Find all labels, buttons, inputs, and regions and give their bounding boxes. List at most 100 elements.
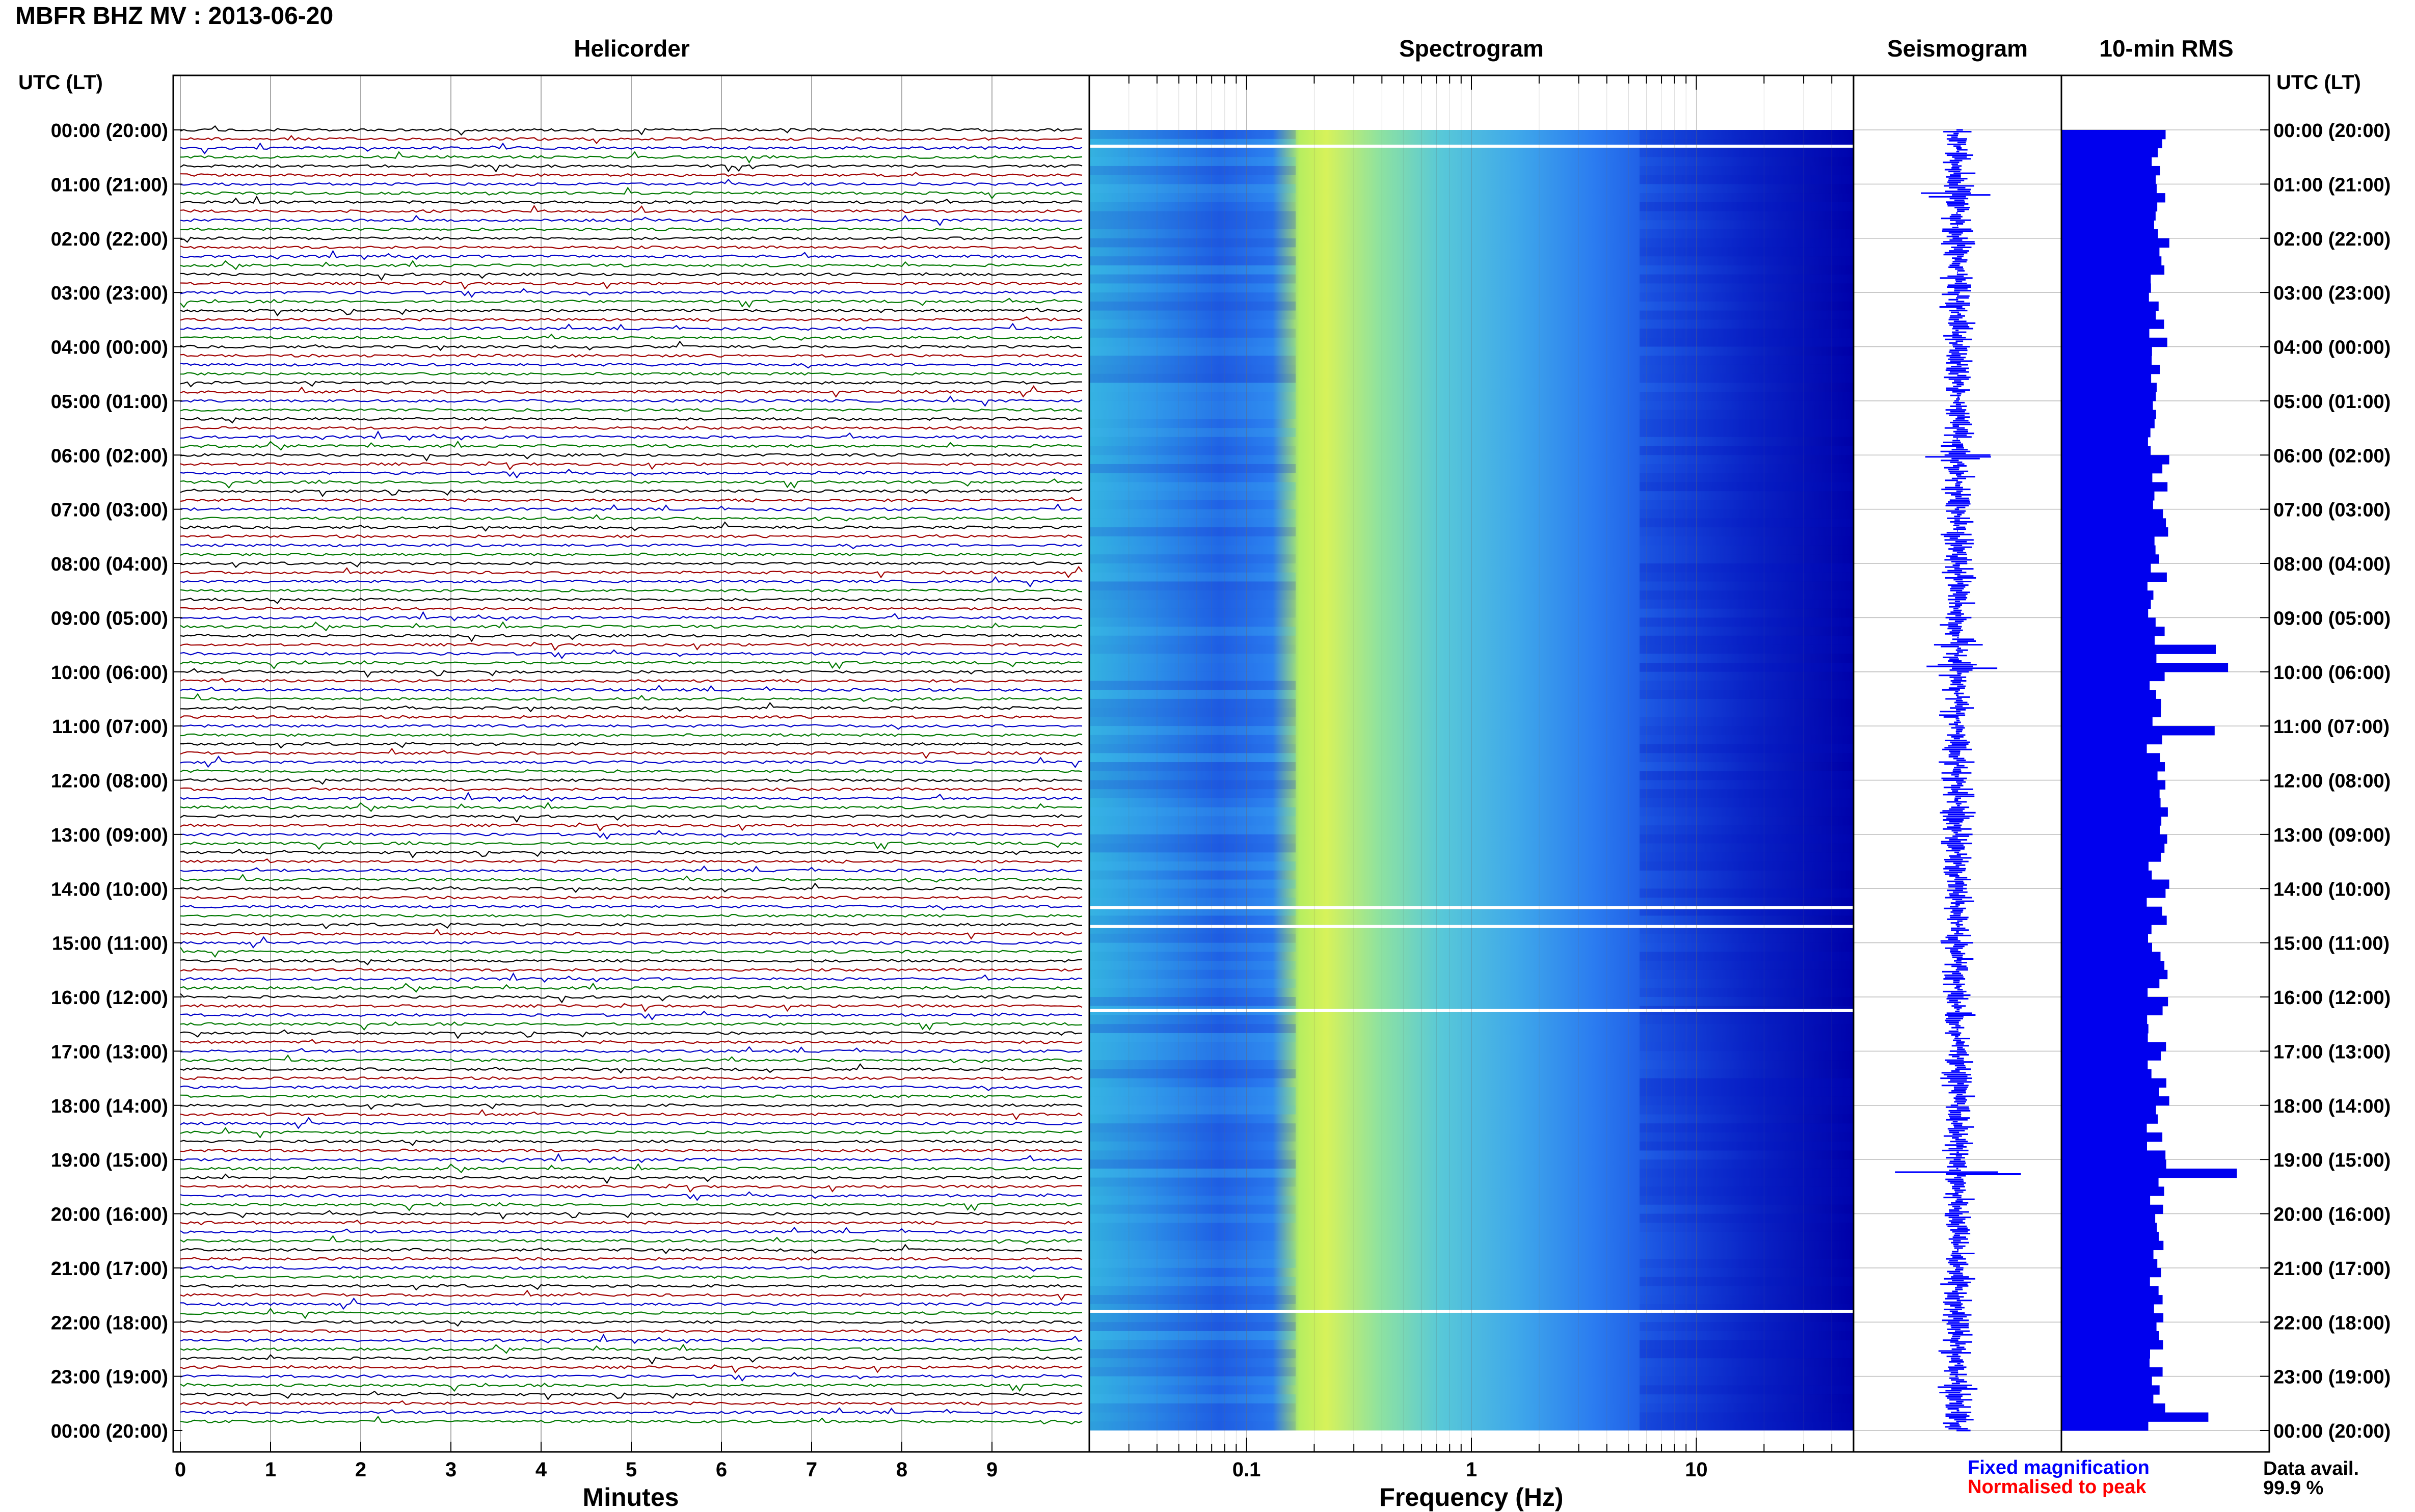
left-time-tick-label: 08:00 (04:00) xyxy=(51,554,168,575)
spectrogram-x-label: Frequency (Hz) xyxy=(1379,1483,1564,1511)
rms-title: 10-min RMS xyxy=(2099,35,2234,62)
left-time-tick-label: 13:00 (09:00) xyxy=(51,825,168,846)
rms-bar xyxy=(2061,1349,2150,1359)
rms-bar xyxy=(2061,383,2157,392)
rms-bar xyxy=(2061,942,2152,952)
right-time-tick-label: 12:00 (08:00) xyxy=(2273,771,2391,792)
rms-bar xyxy=(2061,130,2166,140)
rms-bar xyxy=(2061,1223,2157,1232)
left-time-tick-label: 11:00 (07:00) xyxy=(52,716,168,738)
helicorder-x-tick-label: 5 xyxy=(626,1459,637,1481)
spectrogram-x-tick-label: 1 xyxy=(1466,1459,1477,1481)
rms-bar xyxy=(2061,843,2165,853)
rms-bar xyxy=(2061,229,2158,239)
spectrogram-x-tick-label: 10 xyxy=(1685,1459,1708,1481)
rms-bar xyxy=(2061,527,2168,537)
helicorder-x-tick-label: 6 xyxy=(716,1459,727,1481)
rms-bar xyxy=(2061,1295,2163,1305)
rms-bar xyxy=(2061,870,2152,880)
rms-bar xyxy=(2061,1267,2161,1278)
data-availability-value: 99.9 % xyxy=(2263,1477,2324,1499)
left-time-tick-label: 12:00 (08:00) xyxy=(51,771,168,792)
rms-bar xyxy=(2061,572,2167,582)
helicorder-traces xyxy=(180,125,1083,1425)
right-time-tick-label: 21:00 (17:00) xyxy=(2273,1258,2391,1280)
rms-bar xyxy=(2061,473,2153,483)
rms-bar xyxy=(2061,581,2148,591)
rms-bar xyxy=(2061,807,2168,817)
right-time-tick-label: 22:00 (18:00) xyxy=(2273,1312,2391,1334)
rms-bar xyxy=(2061,211,2156,221)
rms-bar xyxy=(2061,518,2166,528)
rms-bar xyxy=(2061,671,2165,682)
rms-bar xyxy=(2061,771,2158,781)
rms-bar xyxy=(2061,482,2168,492)
rms-bar xyxy=(2061,419,2155,428)
right-time-tick-label: 16:00 (12:00) xyxy=(2273,987,2391,1009)
rms-bar xyxy=(2061,410,2156,419)
rms-bar xyxy=(2061,1213,2156,1223)
rms-bar xyxy=(2061,247,2160,257)
rms-bar xyxy=(2061,536,2155,546)
spectrogram-texture xyxy=(1089,130,1854,1430)
rms-bar xyxy=(2061,897,2147,907)
rms-bar xyxy=(2061,1259,2158,1268)
rms-bar xyxy=(2061,608,2149,618)
rms-bar xyxy=(2061,1421,2149,1431)
left-time-tick-label: 04:00 (00:00) xyxy=(51,337,168,359)
rms-bar xyxy=(2061,1114,2158,1124)
right-time-tick-label: 14:00 (10:00) xyxy=(2273,879,2391,900)
rms-bar xyxy=(2061,1042,2166,1051)
rms-bar xyxy=(2061,979,2160,988)
rms-bar xyxy=(2061,392,2156,401)
rms-bar xyxy=(2061,816,2162,826)
rms-bar xyxy=(2061,798,2161,808)
right-time-tick-label: 18:00 (14:00) xyxy=(2273,1096,2391,1117)
rms-bar xyxy=(2061,563,2151,573)
right-time-tick-label: 08:00 (04:00) xyxy=(2273,554,2391,575)
rms-bar xyxy=(2061,1123,2147,1133)
rms-bar xyxy=(2061,726,2215,736)
rms-bar xyxy=(2061,1394,2154,1404)
rms-bar xyxy=(2061,184,2157,194)
left-time-axis-label: UTC (LT) xyxy=(18,71,103,94)
rms-bar xyxy=(2061,1358,2150,1368)
rms-bar xyxy=(2061,283,2151,293)
rms-bar xyxy=(2061,554,2159,564)
left-time-tick-label: 01:00 (21:00) xyxy=(51,174,168,196)
rms-bar xyxy=(2061,202,2158,212)
rms-bar xyxy=(2061,193,2165,203)
rms-bar xyxy=(2061,428,2151,438)
rms-bar xyxy=(2061,545,2156,555)
rms-bar xyxy=(2061,1286,2159,1295)
rms-bar xyxy=(2061,663,2229,672)
rms-bar xyxy=(2061,1322,2157,1332)
rms-bar xyxy=(2061,690,2156,699)
rms-bar xyxy=(2061,148,2158,157)
rms-bar xyxy=(2061,861,2149,871)
rms-bar xyxy=(2061,1024,2149,1034)
right-time-tick-label: 00:00 (20:00) xyxy=(2273,1421,2391,1442)
rms-bar xyxy=(2061,400,2153,411)
left-time-tick-label: 17:00 (13:00) xyxy=(51,1041,168,1063)
rms-bar xyxy=(2061,175,2156,184)
rms-bar xyxy=(2061,1403,2165,1413)
rms-bar xyxy=(2061,933,2148,943)
rms-bar xyxy=(2061,1376,2152,1386)
rms-bar xyxy=(2061,500,2153,510)
helicorder-title: Helicorder xyxy=(574,35,690,62)
rms-bar xyxy=(2061,925,2152,934)
rms-bar xyxy=(2061,997,2168,1007)
rms-bar xyxy=(2061,1069,2152,1079)
rms-bar xyxy=(2061,1141,2147,1151)
rms-bar xyxy=(2061,1277,2150,1286)
rms-bar xyxy=(2061,346,2152,356)
left-time-tick-label: 00:00 (20:00) xyxy=(51,1421,168,1442)
rms-bar xyxy=(2061,988,2148,997)
right-time-tick-label: 19:00 (15:00) xyxy=(2273,1150,2391,1171)
legend-normalised-to-peak: Normalised to peak xyxy=(1968,1476,2146,1498)
right-time-tick-label: 00:00 (20:00) xyxy=(2273,120,2391,142)
rms-bar xyxy=(2061,1204,2163,1214)
right-time-tick-label: 03:00 (23:00) xyxy=(2273,283,2391,304)
